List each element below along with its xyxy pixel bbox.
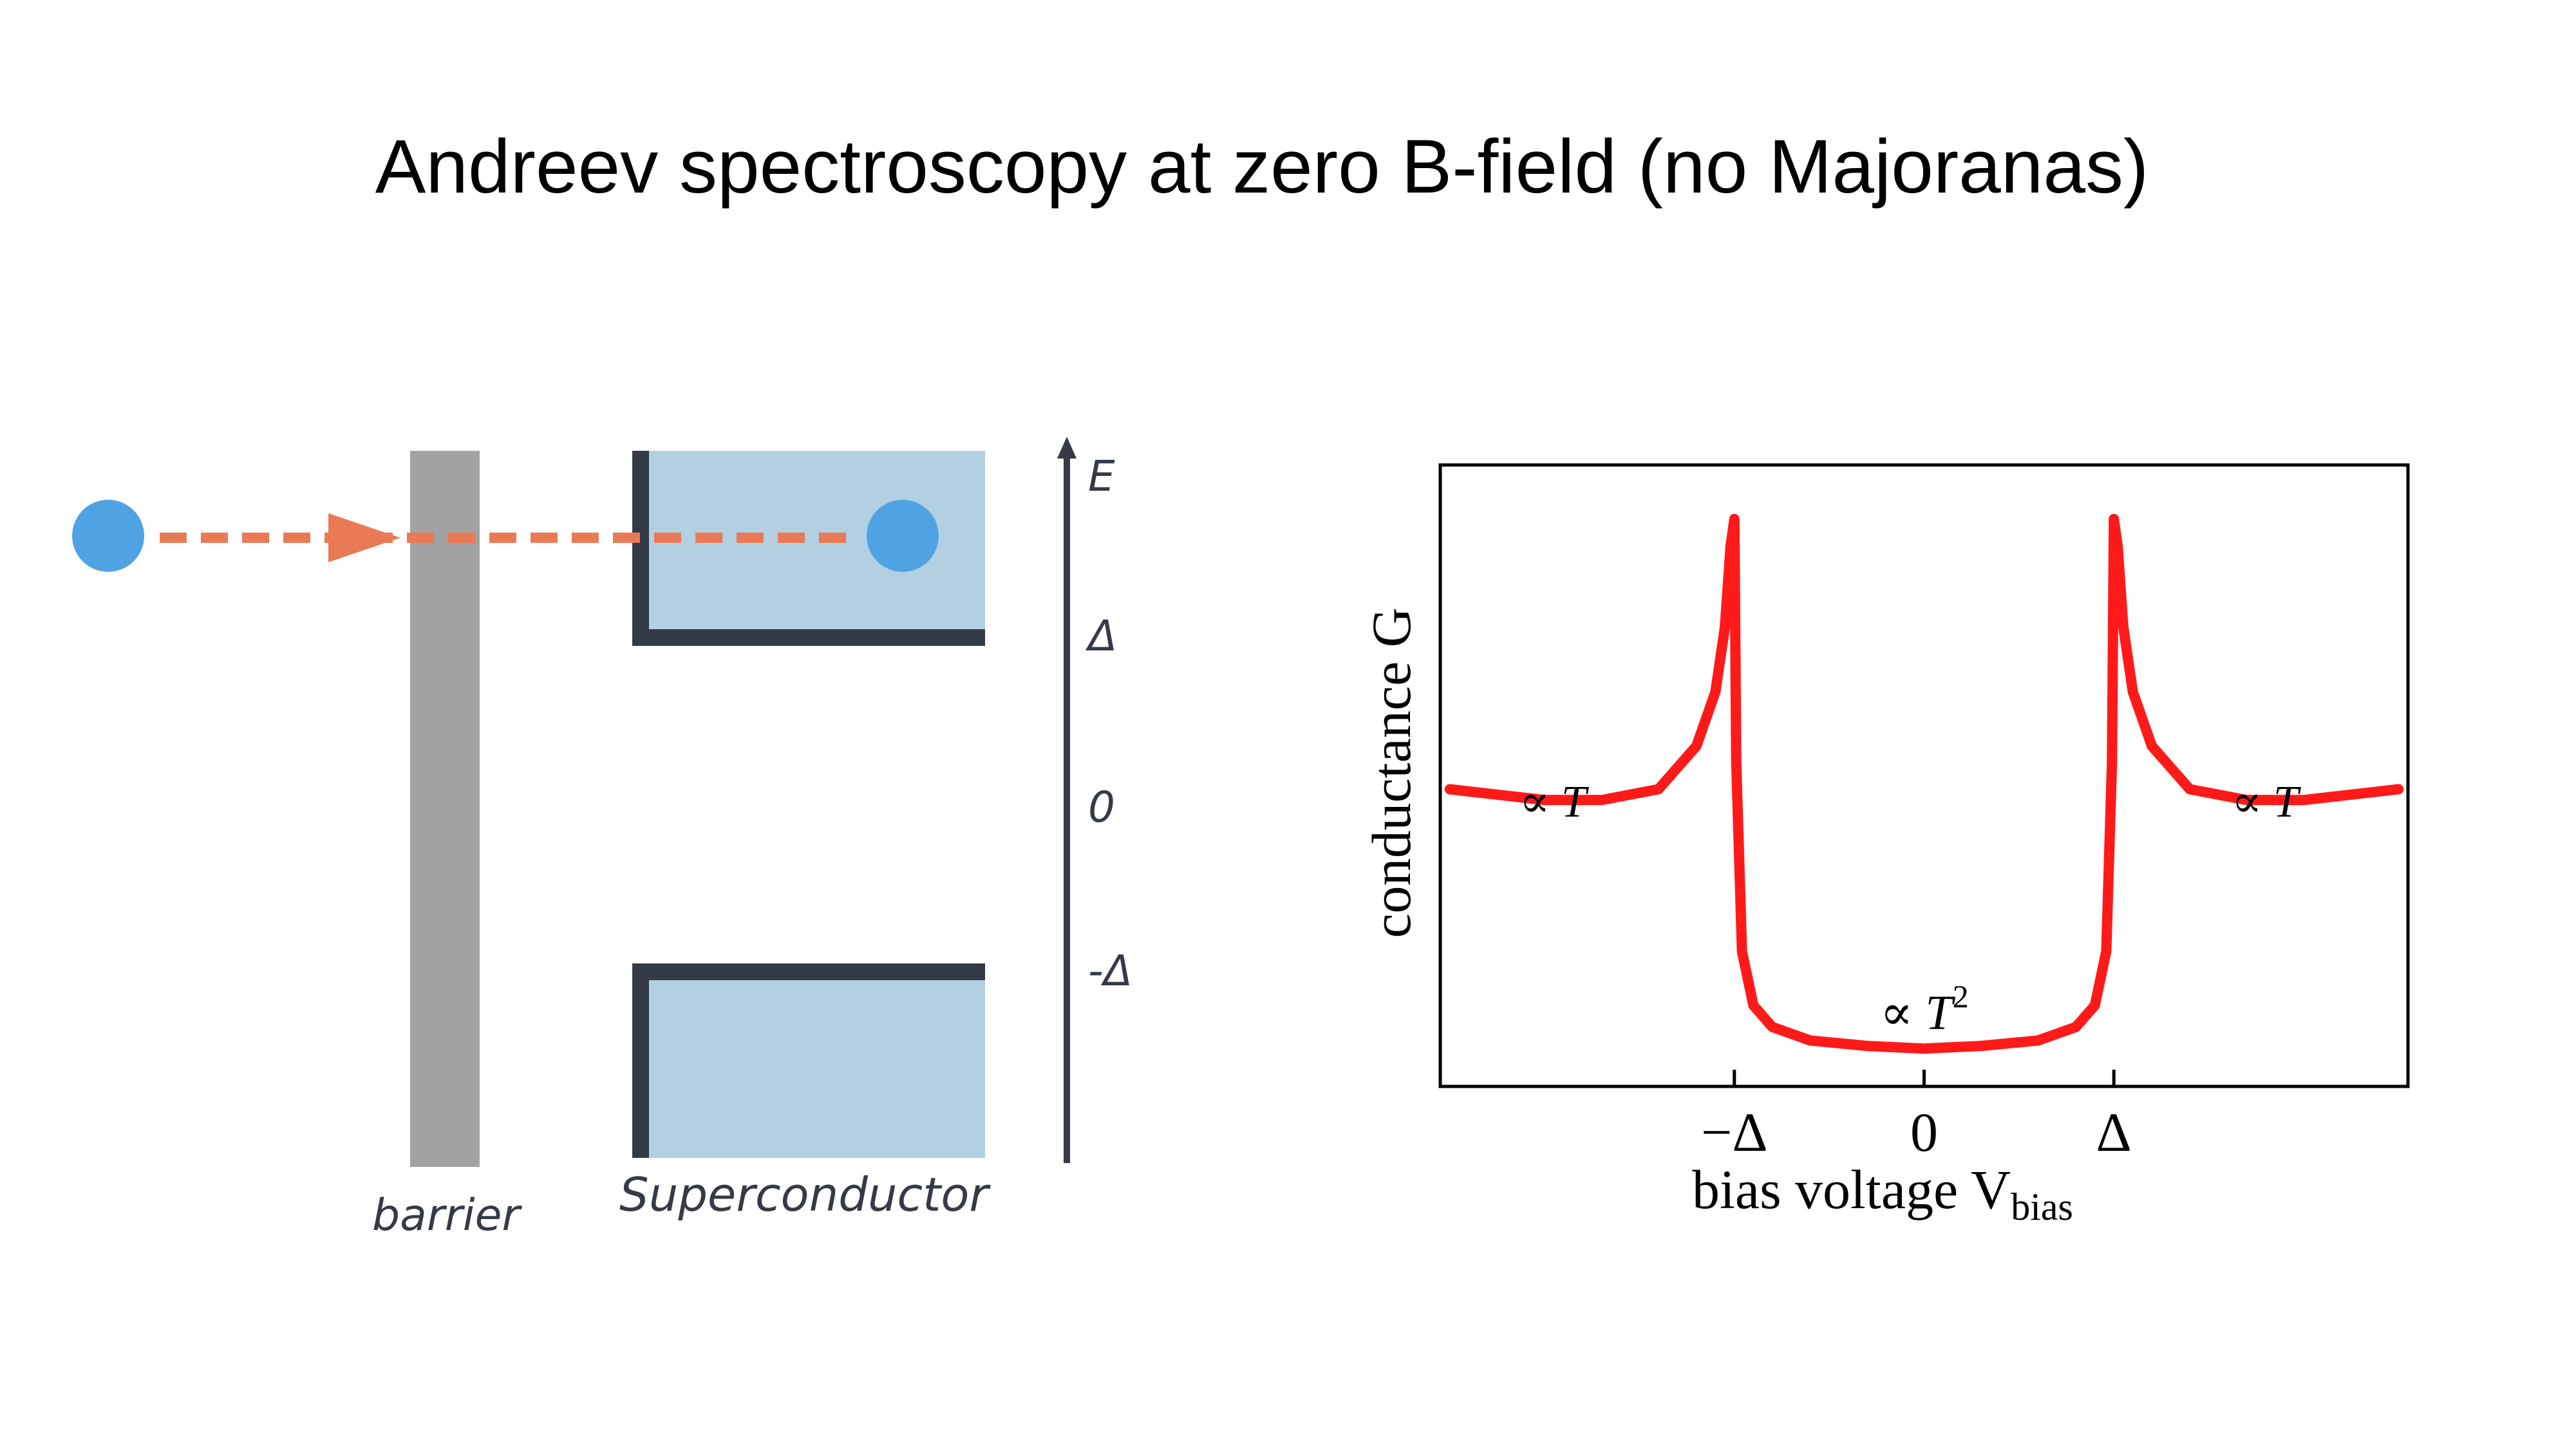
x-tick-label: 0 xyxy=(1910,1101,1938,1163)
annotation-center-text: ∝ T xyxy=(1880,986,1955,1040)
annotation-center: ∝ T2 xyxy=(1880,978,1969,1040)
energy-axis-label: E xyxy=(1088,451,1115,501)
energy-tick-delta: Δ xyxy=(1085,611,1117,661)
annotation-right-text: ∝ T xyxy=(2232,777,2302,827)
conductance-curve xyxy=(1444,513,2404,1054)
annotation-right: ∝ T xyxy=(2232,777,2302,827)
slide-title: Andreev spectroscopy at zero B-field (no… xyxy=(375,124,2149,209)
superconductor-lower-block xyxy=(632,963,985,1158)
chart-xlabel-text: bias voltage V xyxy=(1692,1159,2011,1220)
incident-electron xyxy=(72,500,144,572)
chart-ylabel: conductance G xyxy=(1360,607,1422,938)
superconductor-lower-edge xyxy=(632,963,985,1158)
x-tick-label: Δ xyxy=(2096,1101,2132,1163)
x-tick-label: −Δ xyxy=(1701,1101,1768,1163)
superconductor-upper-edge xyxy=(632,451,985,646)
superconductor-label: Superconductor xyxy=(619,1168,991,1222)
trajectory-arrowhead xyxy=(328,513,400,562)
energy-tick-zero: 0 xyxy=(1088,782,1115,832)
barrier-bar xyxy=(410,451,480,1167)
transmitted-electron xyxy=(867,500,939,572)
annotation-left: ∝ T xyxy=(1519,777,1590,827)
energy-tick-minus-delta: -Δ xyxy=(1088,946,1133,996)
chart-xlabel: bias voltage Vbias xyxy=(1692,1159,2073,1228)
energy-axis-arrowhead xyxy=(1057,437,1076,459)
barrier-label: barrier xyxy=(372,1190,522,1241)
chart-xlabel-subscript: bias xyxy=(2011,1186,2073,1228)
annotation-center-superscript: 2 xyxy=(1953,978,1969,1014)
annotation-left-text: ∝ T xyxy=(1519,777,1590,827)
